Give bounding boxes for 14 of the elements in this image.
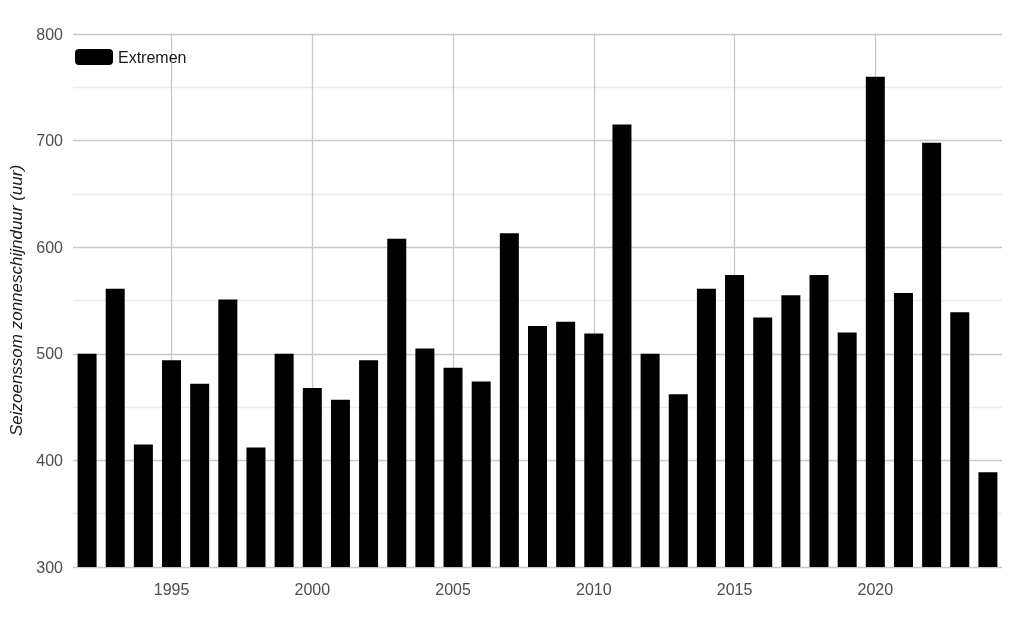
y-tick-label: 700 <box>36 132 64 150</box>
y-tick-label: 800 <box>36 25 64 43</box>
y-axis-title: Seizoenssom zonneschijnduur (uur) <box>7 164 26 437</box>
x-tick-label: 2000 <box>294 580 331 598</box>
x-tick-label: 2020 <box>857 580 894 598</box>
y-tick-label: 300 <box>36 558 64 576</box>
x-tick-label: 2010 <box>576 580 612 598</box>
y-tick-label: 600 <box>36 238 64 256</box>
x-tick-label: 1995 <box>153 580 190 598</box>
y-tick-label: 500 <box>36 345 64 363</box>
x-tick-label: 2005 <box>435 580 471 598</box>
x-tick-label: 2015 <box>716 580 753 598</box>
legend-label: Extremen <box>118 48 187 66</box>
y-tick-label: 400 <box>36 451 64 469</box>
